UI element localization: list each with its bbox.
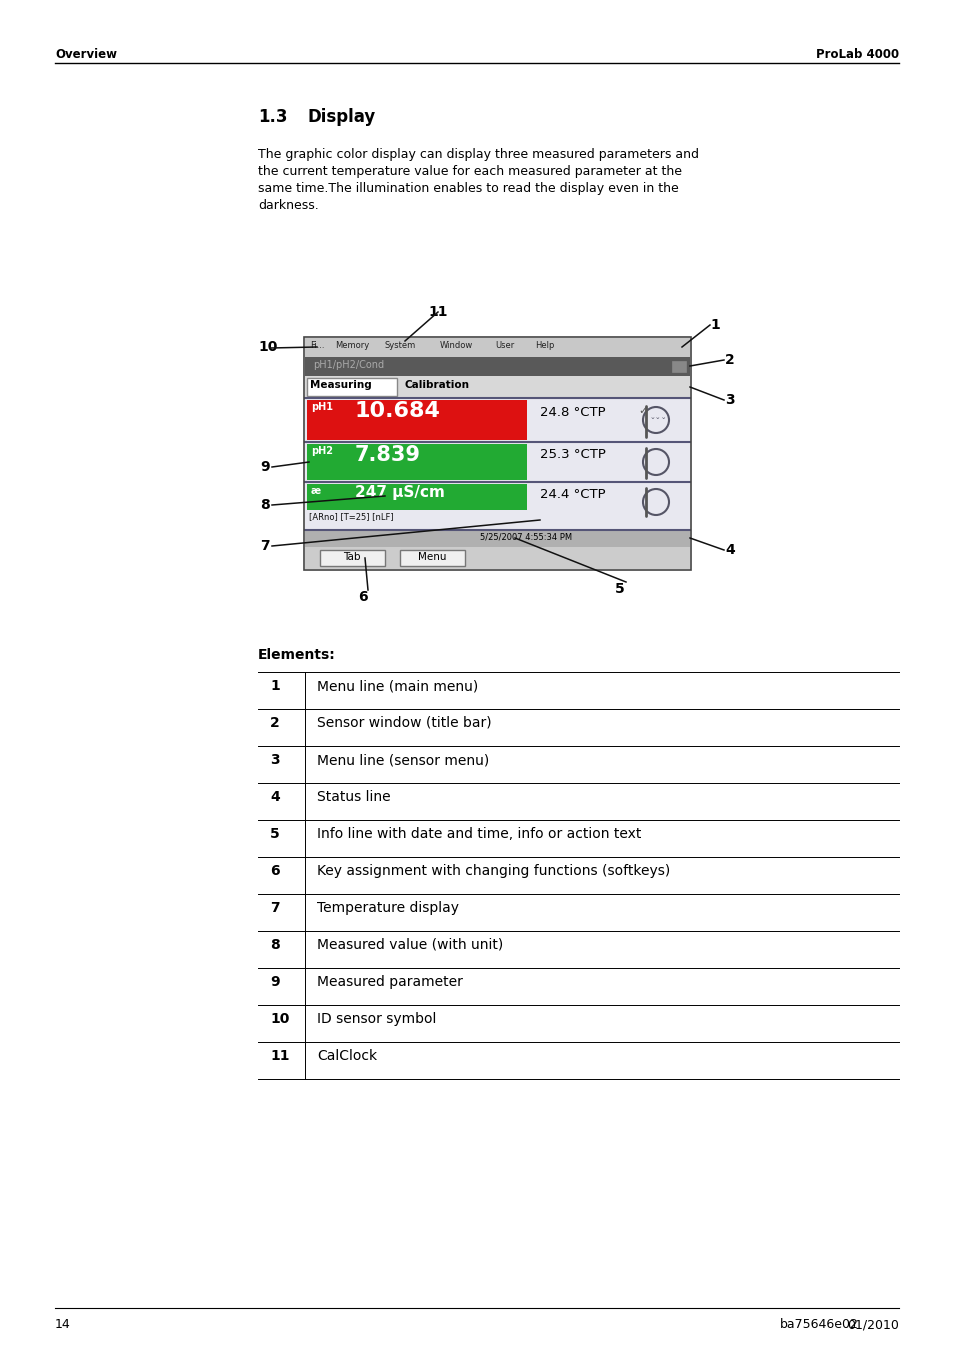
Text: 25.3 °CTP: 25.3 °CTP bbox=[539, 449, 605, 461]
Text: 8: 8 bbox=[270, 938, 279, 952]
Text: Calibration: Calibration bbox=[405, 380, 470, 390]
Text: 4: 4 bbox=[724, 543, 734, 557]
Text: 5: 5 bbox=[270, 827, 279, 842]
Text: User: User bbox=[495, 340, 514, 350]
Bar bbox=[671, 361, 685, 372]
Bar bbox=[305, 442, 689, 482]
Text: 7: 7 bbox=[270, 901, 279, 915]
Text: The graphic color display can display three measured parameters and: The graphic color display can display th… bbox=[257, 149, 699, 161]
Text: ID sensor symbol: ID sensor symbol bbox=[316, 1012, 436, 1025]
Text: æ: æ bbox=[311, 486, 321, 496]
Text: 6: 6 bbox=[357, 590, 367, 604]
Text: Measured value (with unit): Measured value (with unit) bbox=[316, 938, 503, 952]
Text: Memory: Memory bbox=[335, 340, 369, 350]
Text: 3: 3 bbox=[270, 753, 279, 767]
Bar bbox=[304, 336, 690, 570]
Text: Status line: Status line bbox=[316, 790, 390, 804]
Text: ba75646e02: ba75646e02 bbox=[780, 1319, 858, 1331]
Text: pH1/pH2/Cond: pH1/pH2/Cond bbox=[313, 359, 384, 370]
Text: Measuring: Measuring bbox=[310, 380, 372, 390]
Text: Menu line (main menu): Menu line (main menu) bbox=[316, 680, 477, 693]
Text: 24.8 °CTP: 24.8 °CTP bbox=[539, 407, 605, 419]
Text: Window: Window bbox=[439, 340, 473, 350]
Text: Measured parameter: Measured parameter bbox=[316, 975, 462, 989]
Text: 7.839: 7.839 bbox=[355, 444, 420, 465]
Text: Tab: Tab bbox=[343, 553, 360, 562]
Text: same time.The illumination enables to read the display even in the: same time.The illumination enables to re… bbox=[257, 182, 678, 195]
Text: 14: 14 bbox=[55, 1319, 71, 1331]
Text: Key assignment with changing functions (softkeys): Key assignment with changing functions (… bbox=[316, 865, 670, 878]
Text: 10: 10 bbox=[257, 340, 277, 354]
Text: 5/25/2007 4:55:34 PM: 5/25/2007 4:55:34 PM bbox=[479, 532, 572, 540]
Bar bbox=[399, 550, 464, 566]
Text: Overview: Overview bbox=[55, 49, 117, 61]
Text: 10.684: 10.684 bbox=[355, 401, 440, 422]
Bar bbox=[307, 400, 526, 440]
Text: Display: Display bbox=[308, 108, 375, 126]
Text: 1: 1 bbox=[270, 680, 279, 693]
Text: pH2: pH2 bbox=[311, 446, 333, 457]
Text: 01/2010: 01/2010 bbox=[846, 1319, 898, 1331]
Text: 5: 5 bbox=[615, 582, 624, 596]
Text: the current temperature value for each measured parameter at the: the current temperature value for each m… bbox=[257, 165, 681, 178]
Text: 11: 11 bbox=[428, 305, 447, 319]
Text: [ARno] [T=25] [nLF]: [ARno] [T=25] [nLF] bbox=[309, 512, 394, 521]
Text: 4: 4 bbox=[270, 790, 279, 804]
Text: 8: 8 bbox=[260, 499, 270, 512]
Bar bbox=[305, 399, 689, 442]
Text: Help: Help bbox=[535, 340, 554, 350]
Bar bbox=[305, 482, 689, 530]
Text: 247 µS/cm: 247 µS/cm bbox=[355, 485, 444, 500]
Bar bbox=[307, 444, 526, 480]
Text: 9: 9 bbox=[270, 975, 279, 989]
Text: Menu line (sensor menu): Menu line (sensor menu) bbox=[316, 753, 489, 767]
Text: 2: 2 bbox=[724, 353, 734, 367]
Bar bbox=[319, 550, 385, 566]
Text: 24.4 °CTP: 24.4 °CTP bbox=[539, 488, 605, 501]
Text: 11: 11 bbox=[270, 1048, 289, 1063]
Text: ⌄⌄⌄: ⌄⌄⌄ bbox=[649, 413, 667, 420]
Text: Menu: Menu bbox=[417, 553, 446, 562]
Bar bbox=[305, 338, 689, 357]
Text: 10: 10 bbox=[270, 1012, 289, 1025]
Text: CalClock: CalClock bbox=[316, 1048, 376, 1063]
Text: 1.3: 1.3 bbox=[257, 108, 287, 126]
Text: pH1: pH1 bbox=[311, 403, 333, 412]
Text: 9: 9 bbox=[260, 459, 270, 474]
Text: ✓: ✓ bbox=[638, 407, 647, 416]
Text: Fi...: Fi... bbox=[310, 340, 324, 350]
Text: Elements:: Elements: bbox=[257, 648, 335, 662]
Text: Info line with date and time, info or action text: Info line with date and time, info or ac… bbox=[316, 827, 640, 842]
Text: 3: 3 bbox=[724, 393, 734, 407]
Bar bbox=[305, 376, 689, 399]
Text: 1: 1 bbox=[709, 317, 719, 332]
Text: Sensor window (title bar): Sensor window (title bar) bbox=[316, 716, 491, 730]
Bar bbox=[307, 378, 396, 396]
Bar bbox=[305, 357, 689, 376]
Text: 6: 6 bbox=[270, 865, 279, 878]
Text: 7: 7 bbox=[260, 539, 270, 553]
Text: 2: 2 bbox=[270, 716, 279, 730]
Bar bbox=[305, 547, 689, 569]
Text: ProLab 4000: ProLab 4000 bbox=[815, 49, 898, 61]
Text: Temperature display: Temperature display bbox=[316, 901, 458, 915]
Text: System: System bbox=[385, 340, 416, 350]
Bar bbox=[307, 484, 526, 509]
Text: darkness.: darkness. bbox=[257, 199, 318, 212]
Bar bbox=[305, 530, 689, 547]
